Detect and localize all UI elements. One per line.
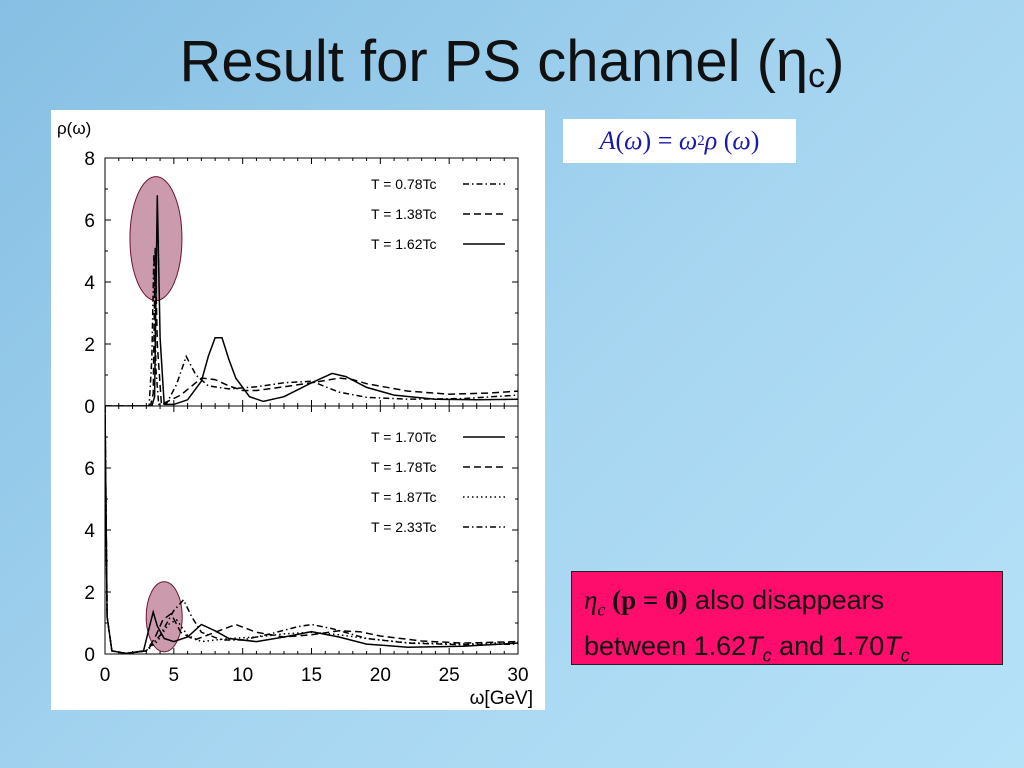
legend-label: T = 0.78Tc: [371, 176, 437, 192]
note-line-1: ηc (p = 0) also disappears: [584, 582, 1002, 628]
note-momentum: (p = 0): [605, 585, 688, 615]
title-close: ): [825, 29, 845, 94]
legend-label: T = 2.33Tc: [371, 519, 437, 535]
x-tick-label: 25: [439, 665, 460, 686]
note-T1-sub: c: [762, 645, 772, 666]
y-tick-label: 6: [84, 459, 95, 480]
note-T2-sub: c: [900, 645, 910, 666]
legend-label: T = 1.70Tc: [371, 429, 437, 445]
legend-label: T = 1.78Tc: [371, 459, 437, 475]
note-eta: η: [584, 585, 598, 615]
spectral-function-figure: 0 2 4 6 8 ρ(ω) T = 0.78Tc T = 1.38Tc T = 1.62Tc 0…: [51, 110, 545, 710]
formula-equals: =: [651, 126, 679, 155]
series-line: [105, 195, 518, 406]
conclusion-note: ηc (p = 0) also disappears between 1.62T…: [571, 571, 1003, 666]
formula-lhs: A: [599, 126, 616, 155]
x-tick-label: 5: [169, 665, 180, 686]
title-eta: η: [775, 29, 809, 94]
y-tick-label: 2: [84, 583, 95, 604]
formula-omega: ω: [678, 126, 698, 155]
legend-label: T = 1.87Tc: [371, 489, 437, 505]
note-line2-b: and 1.70: [771, 631, 885, 662]
note-line1-text: also disappears: [687, 585, 885, 615]
x-axis-label: ω[GeV]: [470, 688, 533, 709]
x-tick-label: 0: [100, 665, 111, 686]
y-tick-label: 0: [84, 645, 95, 666]
series-line: [105, 406, 518, 654]
x-tick-label: 10: [232, 665, 253, 686]
formula-paren: (: [615, 126, 625, 155]
y-tick-label: 4: [84, 521, 95, 542]
formula-omega: ω: [624, 126, 643, 155]
formula-paren: ): [750, 126, 760, 155]
title-main: Result for PS channel (: [179, 29, 776, 94]
y-tick-label: 2: [84, 335, 95, 356]
note-line2-a: between 1.62: [584, 631, 747, 662]
x-tick-label: 15: [301, 665, 322, 686]
x-tick-label: 20: [370, 665, 391, 686]
y-tick-label: 0: [84, 397, 95, 418]
y-tick-label: 6: [84, 211, 95, 232]
note-T1: T: [746, 631, 763, 662]
y-tick-label: 4: [84, 273, 95, 294]
y-axis-label: ρ(ω): [57, 119, 91, 138]
slide-title: Result for PS channel (ηc): [0, 28, 1024, 96]
formula-rho: ρ: [704, 126, 718, 155]
legend-label: T = 1.62Tc: [371, 236, 437, 252]
x-tick-label: 30: [507, 665, 528, 686]
formula-paren: ): [642, 126, 652, 155]
spectral-function-plot: 0 2 4 6 8 ρ(ω) T = 0.78Tc T = 1.38Tc T = 1.62Tc 0…: [57, 119, 533, 709]
y-tick-label: 8: [84, 149, 95, 170]
formula-paren: (: [717, 126, 733, 155]
note-line-2: between 1.62Tc and 1.70Tc: [584, 628, 1002, 674]
note-T2: T: [884, 631, 901, 662]
formula-omega: ω: [732, 126, 751, 155]
legend-label: T = 1.38Tc: [371, 206, 437, 222]
title-subscript: c: [808, 57, 826, 95]
highlight-ellipse: [145, 581, 183, 653]
series-line: [105, 406, 518, 654]
formula-exponent: 2: [697, 132, 705, 149]
note-eta-sub: c: [597, 599, 606, 620]
